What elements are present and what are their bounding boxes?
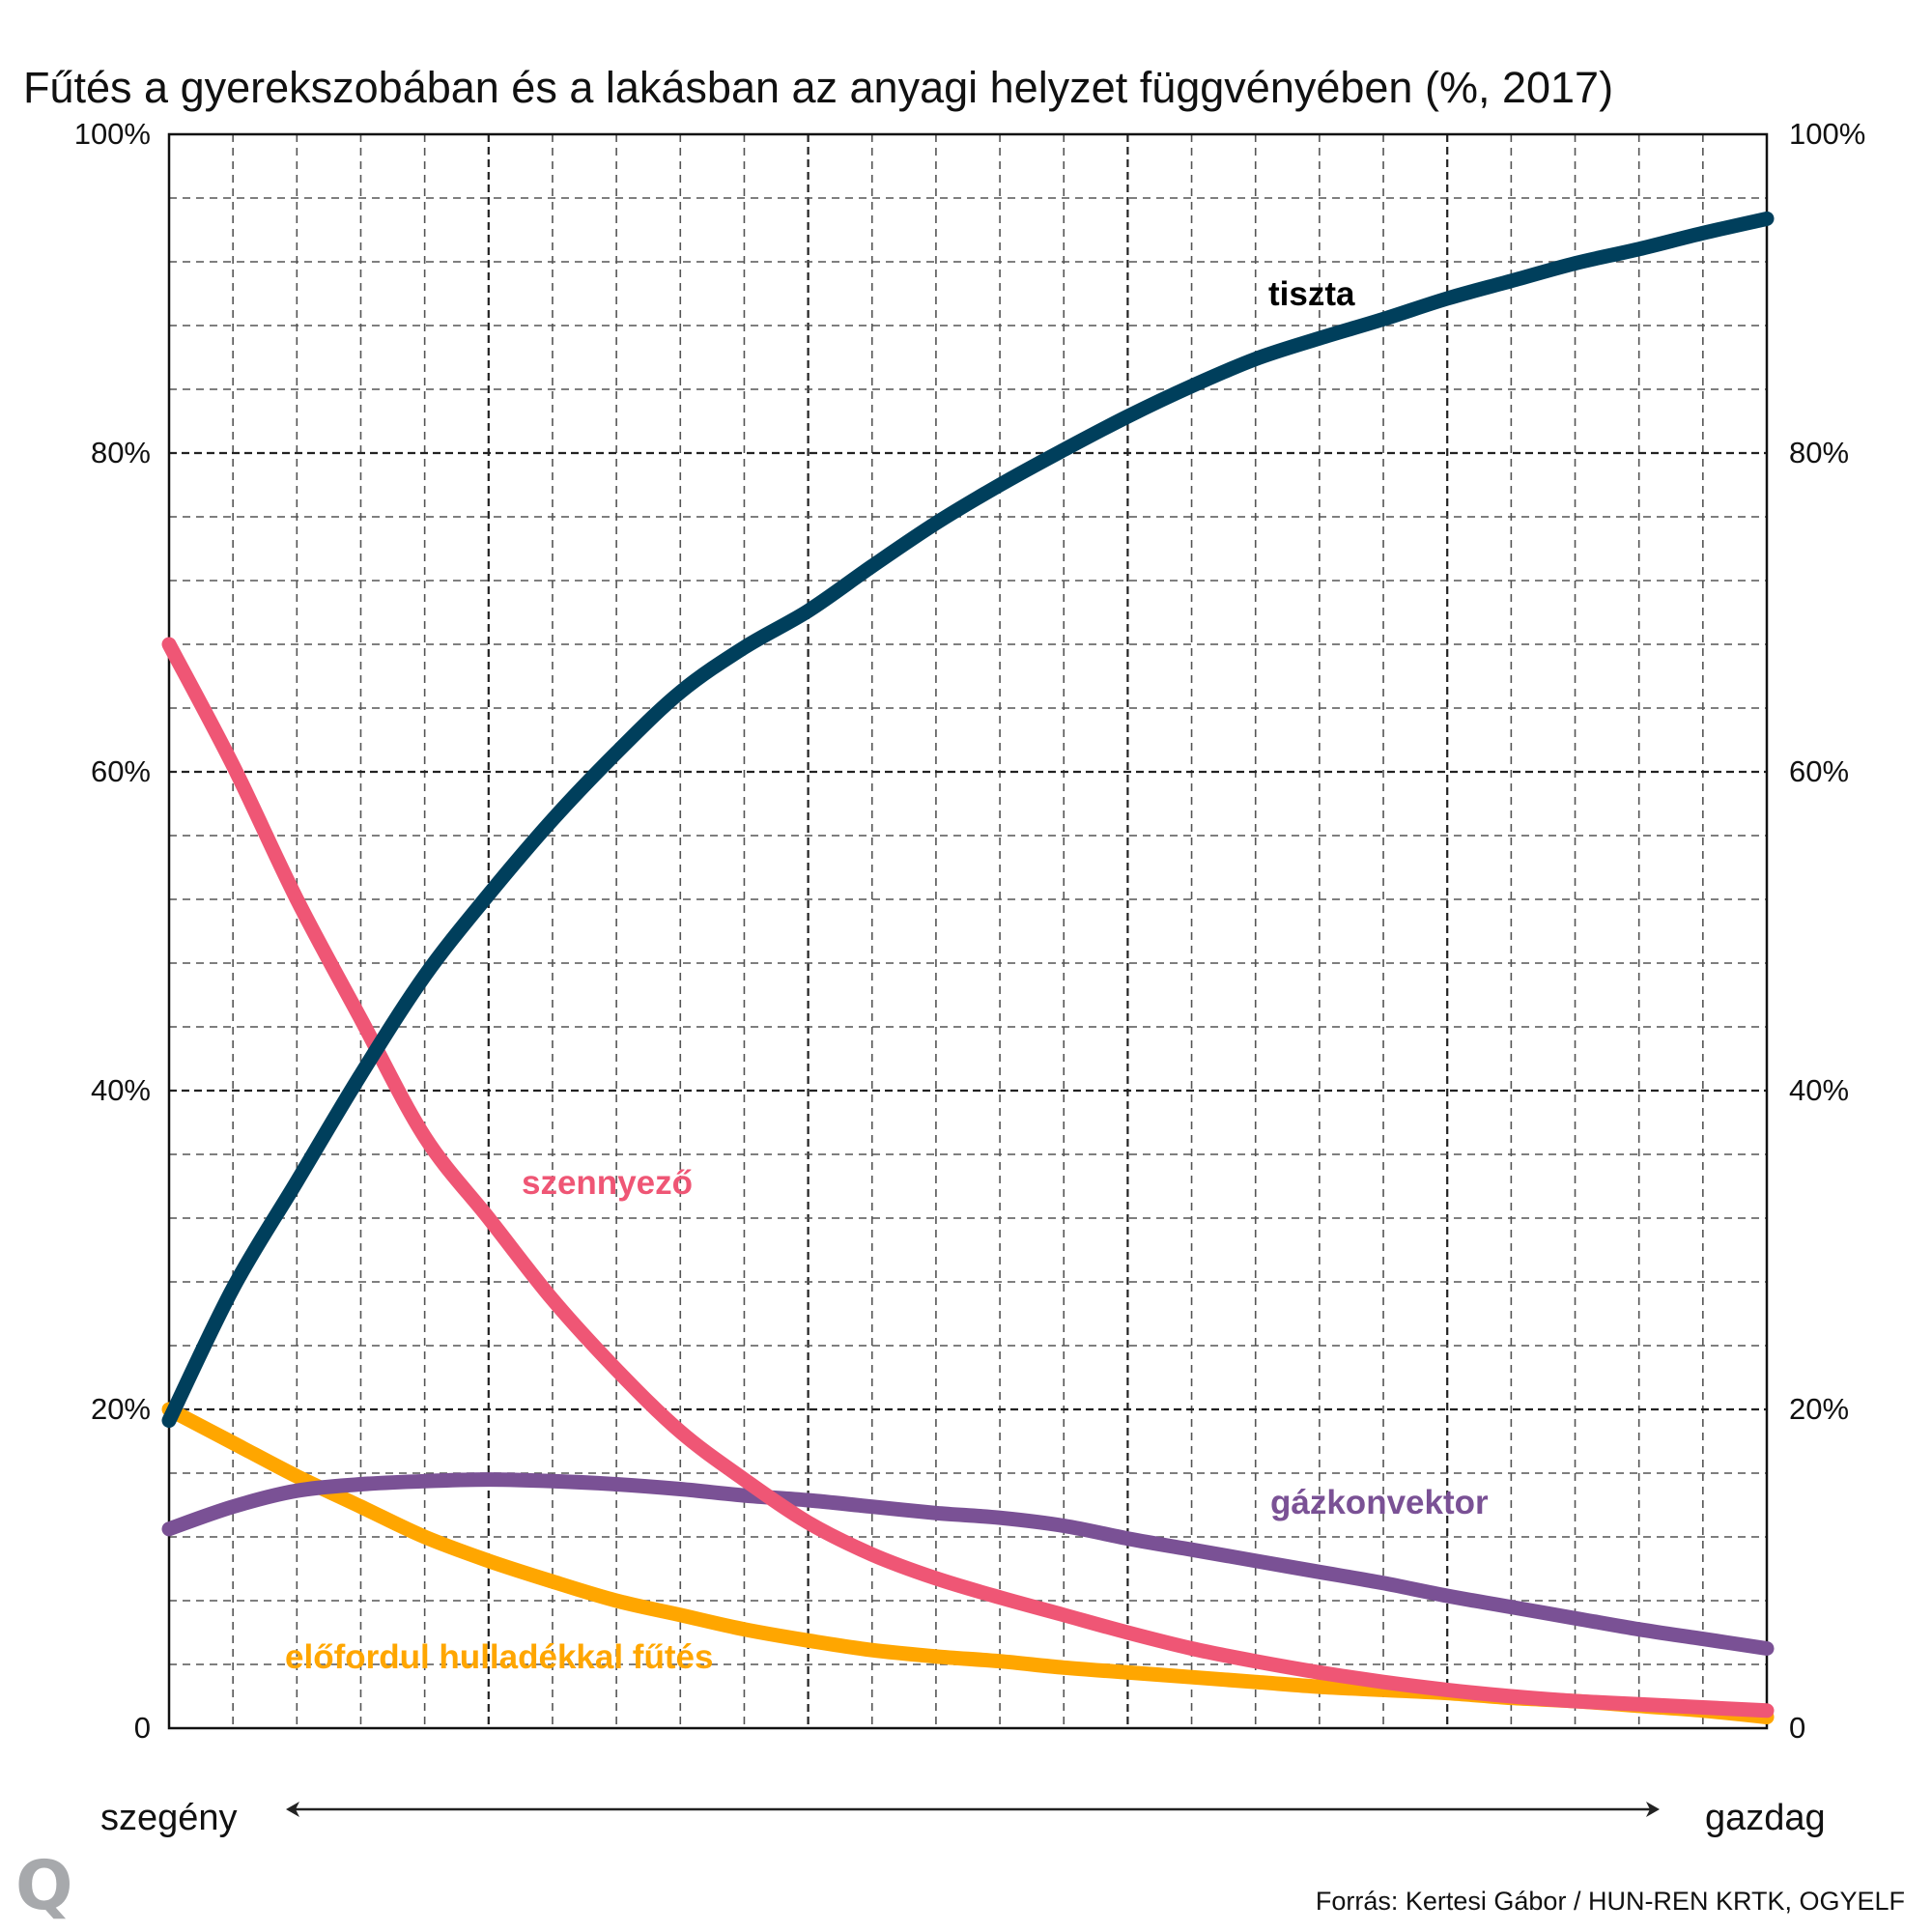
y-axis-right: 0 20% 40% 60% 80% 100% (1789, 117, 1865, 1745)
series-label-hulladek: előfordul hulladékkal fűtés (285, 1638, 713, 1676)
x-axis-label-rich: gazdag (1705, 1798, 1826, 1838)
y-tick-label-right: 100% (1789, 117, 1865, 151)
arrow-right-icon (1646, 1802, 1660, 1817)
y-tick-label-left: 80% (91, 436, 151, 469)
chart-title: Fűtés a gyerekszobában és a lakásban az … (23, 63, 1613, 112)
series-label-gazkonvektor: gázkonvektor (1270, 1484, 1489, 1521)
series-line-gazkonvektor (161, 1472, 1775, 1656)
y-tick-label-left: 100% (74, 117, 151, 151)
y-tick-label-left: 60% (91, 754, 151, 788)
plot-frame (167, 132, 1769, 1730)
source-note: Forrás: Kertesi Gábor / HUN-REN KRTK, OG… (1316, 1887, 1905, 1916)
series-line-szennyezo (161, 637, 1775, 1719)
arrow-left-icon (286, 1802, 299, 1817)
x-axis-label-poor: szegény (100, 1798, 238, 1838)
series-label-tiszta: tiszta (1268, 275, 1355, 313)
series-label-szennyezo: szennyező (522, 1164, 693, 1202)
series-lines (161, 211, 1775, 1724)
series-line-tiszta (161, 211, 1775, 1428)
x-axis-arrow (286, 1802, 1660, 1817)
y-tick-label-right: 20% (1789, 1392, 1849, 1426)
y-tick-label-right: 40% (1789, 1073, 1849, 1107)
y-tick-label-right: 60% (1789, 754, 1849, 788)
y-tick-label-left: 40% (91, 1073, 151, 1107)
y-tick-label-right: 0 (1789, 1711, 1805, 1745)
y-tick-label-left: 20% (91, 1392, 151, 1426)
y-tick-label-left: 0 (134, 1711, 151, 1745)
publisher-logo-q-icon: Q (15, 1846, 73, 1925)
y-tick-label-right: 80% (1789, 436, 1849, 469)
y-axis-left: 0 20% 40% 60% 80% 100% (74, 117, 151, 1745)
